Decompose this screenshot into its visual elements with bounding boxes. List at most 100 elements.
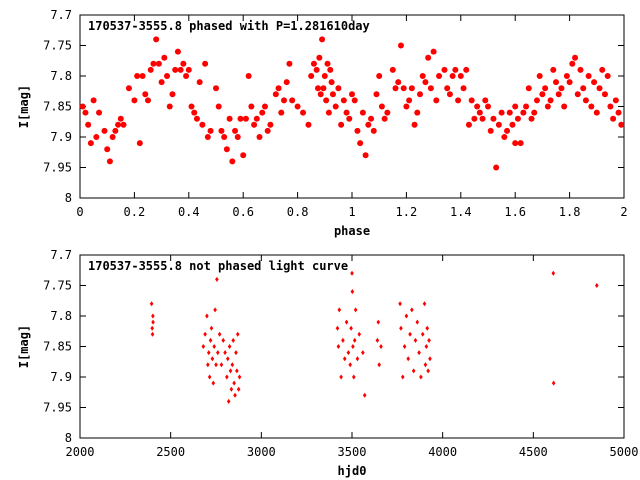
data-point <box>544 103 551 110</box>
data-point <box>555 91 562 98</box>
data-point <box>427 337 431 343</box>
data-point <box>531 109 538 116</box>
data-point <box>196 79 203 86</box>
data-point <box>245 73 252 79</box>
data-point <box>210 356 215 362</box>
data-point <box>264 127 271 134</box>
x-tick-label: 0 <box>76 205 83 219</box>
data-point <box>542 85 549 92</box>
data-point <box>149 301 154 307</box>
data-point <box>414 109 421 116</box>
data-point <box>256 134 263 140</box>
data-point <box>169 91 176 98</box>
data-point <box>357 140 364 147</box>
data-point <box>281 97 287 104</box>
data-point <box>355 356 360 362</box>
data-point <box>400 85 407 92</box>
data-point <box>278 109 285 116</box>
data-point <box>206 362 210 368</box>
data-point <box>370 127 377 134</box>
data-point <box>422 301 427 307</box>
x-tick-label: 1 <box>348 205 355 219</box>
data-point <box>357 331 362 337</box>
data-point <box>422 79 429 86</box>
data-point <box>346 115 353 122</box>
data-point <box>344 319 349 325</box>
data-point <box>151 313 155 319</box>
data-point <box>551 270 556 276</box>
y-axis-label: I[mag] <box>17 325 31 368</box>
data-point <box>340 97 347 104</box>
x-axis-label: hjd0 <box>338 464 367 478</box>
data-point <box>223 146 230 153</box>
data-point <box>428 356 432 362</box>
data-point <box>240 152 247 159</box>
data-point <box>591 79 598 86</box>
y-tick-label: 8 <box>65 191 72 205</box>
data-point <box>341 337 345 343</box>
data-point <box>395 79 402 86</box>
y-axis-label: I[mag] <box>17 85 31 128</box>
data-point <box>206 350 211 356</box>
data-point <box>561 103 568 110</box>
data-points <box>149 270 599 404</box>
y-tick-label: 7.9 <box>50 370 72 384</box>
data-point <box>490 115 497 122</box>
data-point <box>145 97 151 104</box>
data-point <box>368 115 375 122</box>
data-point <box>604 73 611 79</box>
x-tick-label: 1.6 <box>504 205 526 219</box>
data-point <box>202 60 209 67</box>
data-point <box>185 66 192 73</box>
data-point <box>212 344 216 349</box>
data-point <box>335 325 340 331</box>
x-tick-label: 1.2 <box>396 205 418 219</box>
data-point <box>289 97 296 104</box>
x-tick-label: 2500 <box>156 445 185 459</box>
x-tick-label: 1.8 <box>559 205 581 219</box>
data-point <box>580 85 587 92</box>
data-point <box>343 109 350 116</box>
data-point <box>585 73 592 79</box>
x-axis-label: phase <box>334 224 370 238</box>
data-point <box>217 331 222 337</box>
x-tick-label: 2000 <box>66 445 95 459</box>
data-point <box>93 134 100 140</box>
data-point <box>261 103 268 110</box>
data-point <box>150 60 157 67</box>
data-point <box>397 42 404 49</box>
data-point <box>338 121 345 128</box>
data-point <box>512 103 519 110</box>
data-point <box>115 121 122 128</box>
x-tick-label: 4000 <box>428 445 457 459</box>
y-tick-label: 7.95 <box>43 401 72 415</box>
data-point <box>446 91 453 98</box>
data-point <box>150 325 154 331</box>
data-point <box>425 325 430 331</box>
data-point <box>320 85 327 92</box>
x-tick-label: 0.4 <box>178 205 200 219</box>
x-tick-label: 1.4 <box>450 205 472 219</box>
data-point <box>514 115 521 122</box>
x-tick-label: 2 <box>620 205 627 219</box>
data-point <box>487 127 494 134</box>
data-point <box>313 66 320 73</box>
data-point <box>406 97 413 104</box>
data-point <box>404 313 409 319</box>
plot-frame <box>79 14 625 199</box>
data-point <box>319 36 326 43</box>
data-point <box>329 91 336 98</box>
data-point <box>332 103 339 110</box>
data-point <box>479 115 486 122</box>
data-point <box>476 109 483 116</box>
data-point <box>294 103 301 110</box>
data-point <box>229 158 236 165</box>
data-point <box>423 362 428 368</box>
y-tick-label: 7.8 <box>50 69 72 83</box>
data-points <box>79 36 625 171</box>
y-tick-label: 7.7 <box>50 248 72 262</box>
data-point <box>300 109 307 116</box>
data-point <box>208 337 213 343</box>
data-point <box>234 134 241 140</box>
